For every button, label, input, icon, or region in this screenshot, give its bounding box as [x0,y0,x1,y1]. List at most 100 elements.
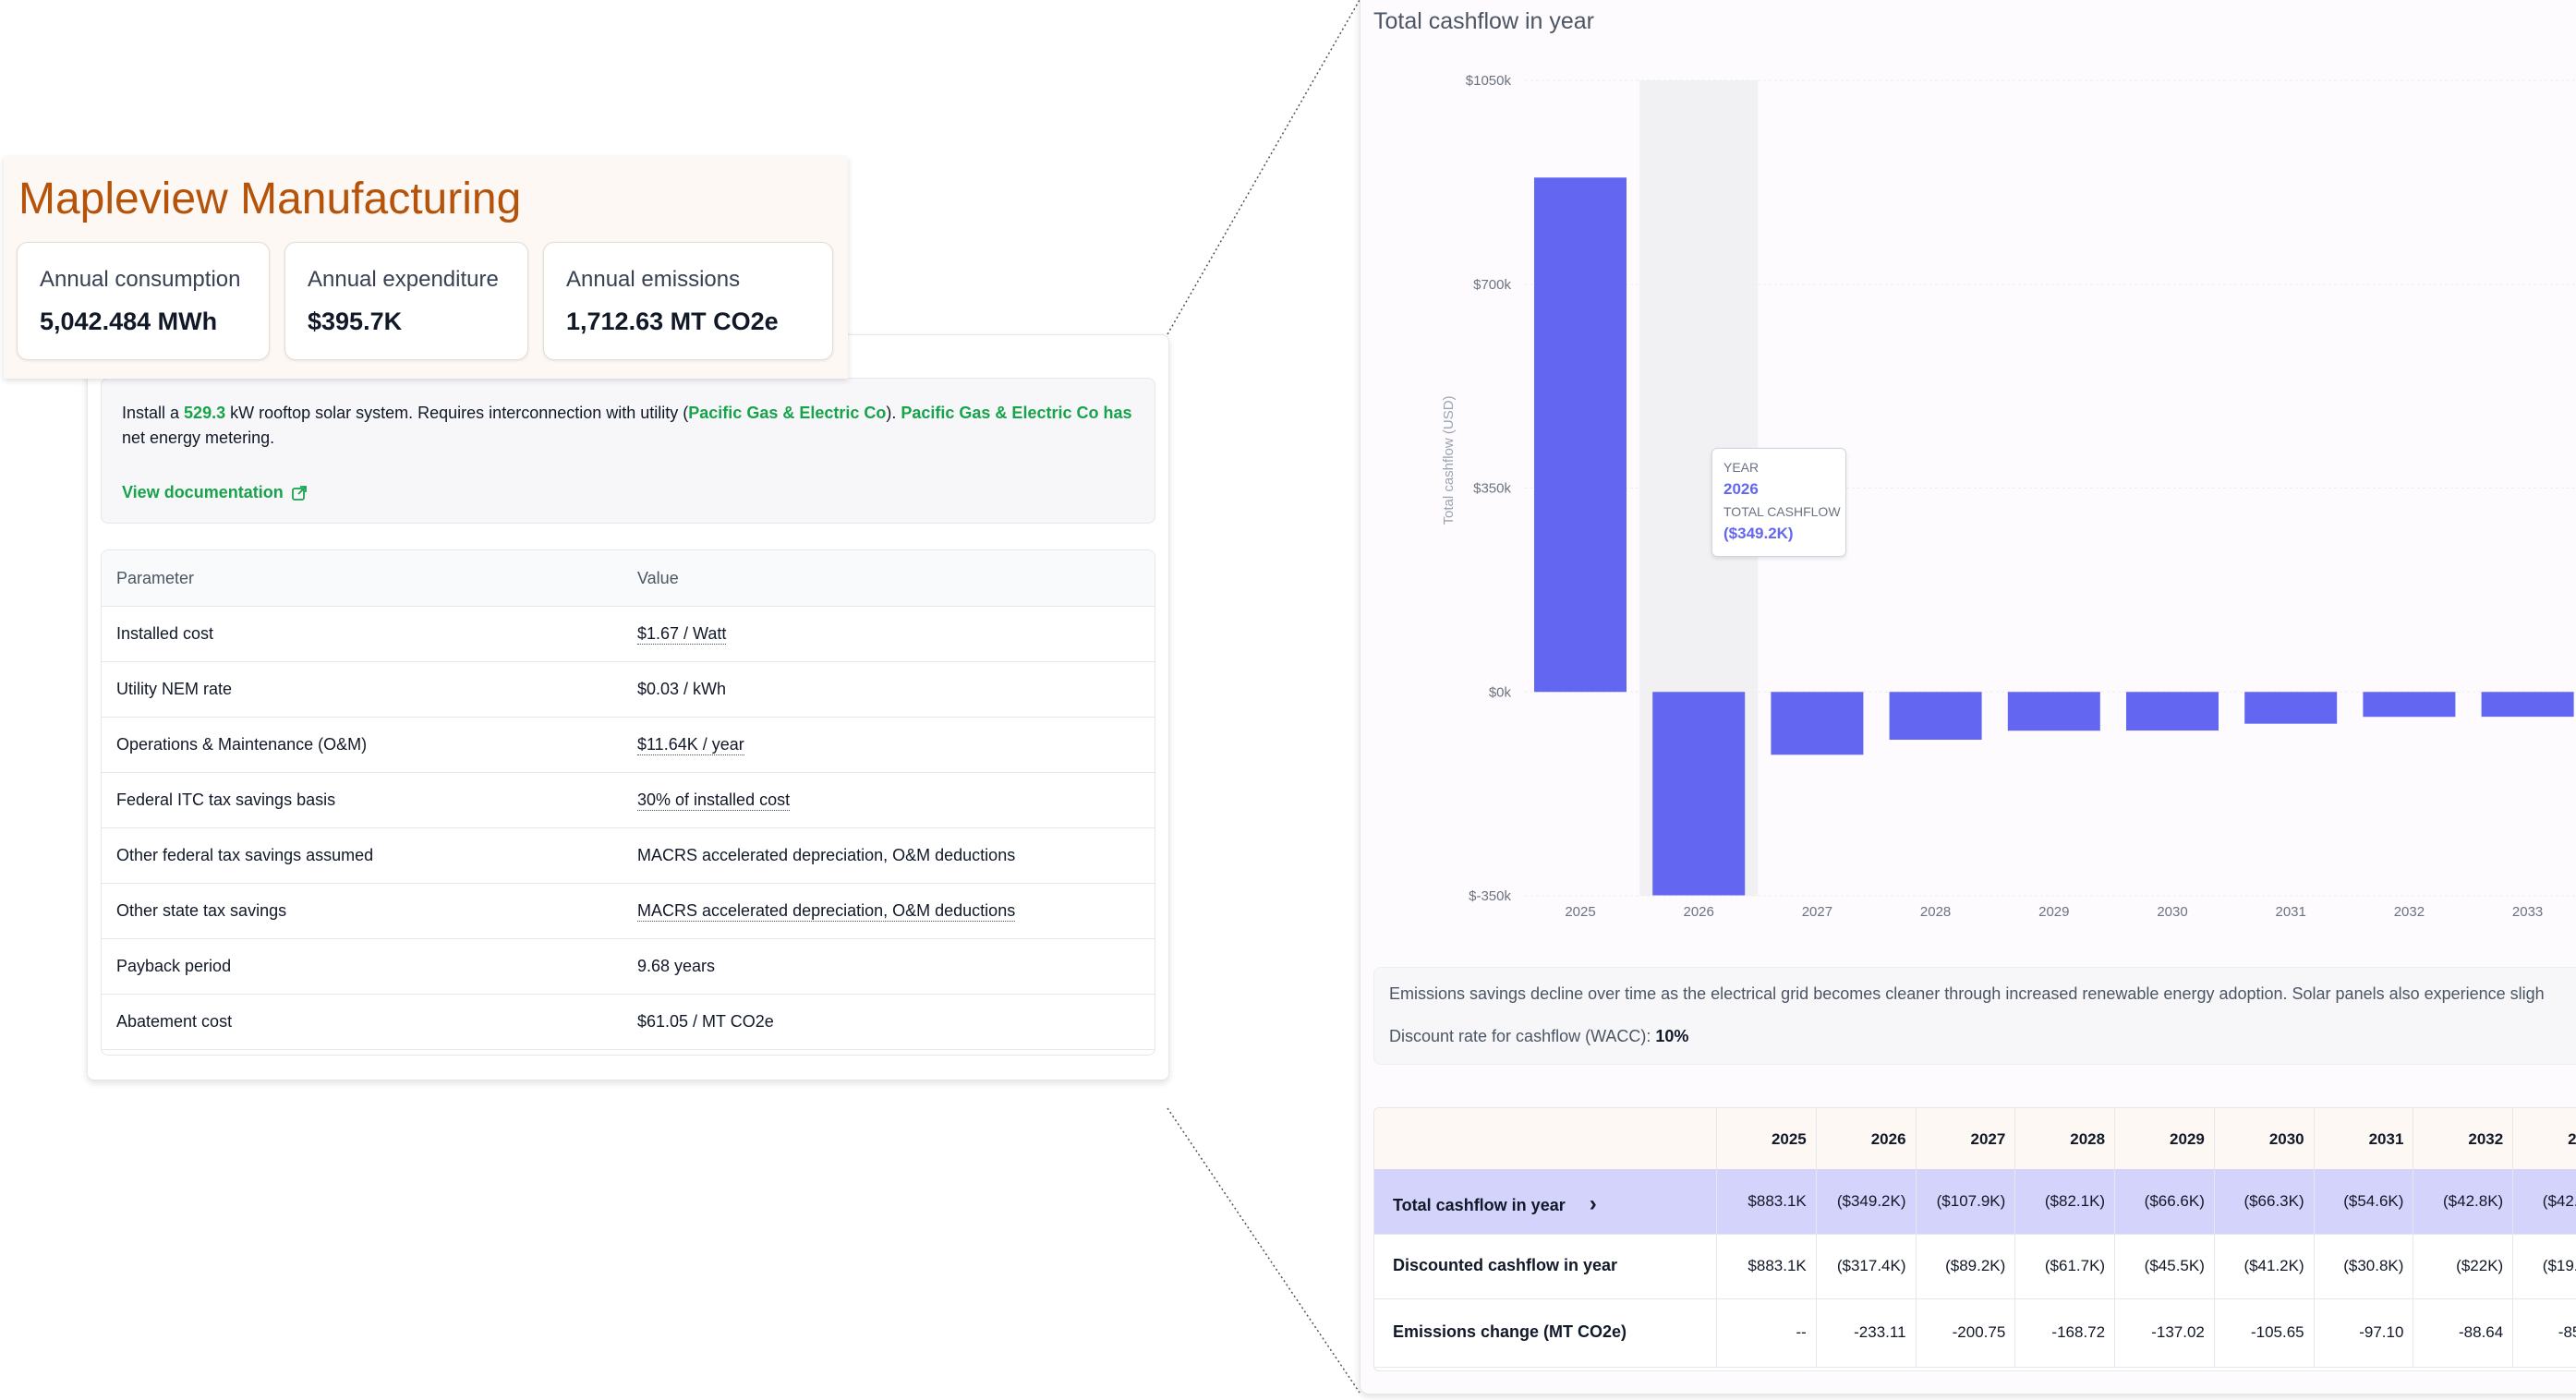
annual-emissions-card: Annual emissions 1,712.63 MT CO2e [543,242,833,360]
cashflow-cell: ($42.8K) [2413,1169,2512,1234]
metric-label: Annual expenditure [308,267,499,292]
x-tick-label: 2028 [1920,904,1951,920]
cashflow-cell-value: ($45.5K) [2144,1257,2205,1274]
cashflow-cell: ($89.2K) [1915,1234,2015,1298]
year-header-label: 2027 [1970,1130,2006,1148]
description-text-mid: kW rooftop solar system. Requires interc… [225,404,689,422]
parameter-name: Utility NEM rate [116,680,233,698]
y-tick-label: $350k [1473,481,1511,497]
chevron-right-icon[interactable]: › [1589,1191,1597,1216]
cashflow-cell: ($30.8K) [2313,1234,2413,1298]
parameter-value: $61.05 / MT CO2e [637,1012,774,1031]
cashflow-cell-value: ($66.6K) [2144,1192,2205,1210]
year-column-header: 2031 [2313,1108,2413,1169]
cashflow-cell: ($42.6K) [2512,1169,2576,1234]
cashflow-cell-value: -- [1796,1323,1807,1341]
y-tick-label: $1050k [1466,73,1512,89]
annual-consumption-card: Annual consumption 5,042.484 MWh [17,242,270,360]
view-documentation-label: View documentation [122,483,284,501]
cashflow-cell: -200.75 [1915,1298,2015,1367]
cashflow-cell: ($66.3K) [2213,1169,2314,1234]
cashflow-cell-value: ($66.3K) [2243,1192,2304,1210]
view-documentation-link[interactable]: View documentation [122,480,308,505]
parameter-row: Payback period 9.68 years [102,938,1155,995]
cashflow-cell: ($41.2K) [2213,1234,2314,1298]
cashflow-bar [1889,692,1982,741]
annual-expenditure-card: Annual expenditure $395.7K [284,242,528,360]
year-column-header: 2025 [1716,1108,1816,1169]
wacc-note: Discount rate for cashflow (WACC): 10% [1389,1027,1688,1046]
cashflow-table-row[interactable]: Total cashflow in year › $883.1K ($349.2K) (… [1374,1169,2576,1235]
cashflow-cell-value: -233.11 [1854,1323,1906,1341]
row-label: Total cashflow in year › [1393,1191,1597,1217]
year-header-label: 2029 [2170,1130,2205,1148]
cashflow-cell-value: ($82.1K) [2044,1192,2106,1210]
cashflow-bar [1534,177,1627,693]
cashflow-bar [2126,692,2219,731]
company-summary-card: Mapleview Manufacturing Annual consumpti… [4,157,848,379]
row-label-text: Discounted cashflow in year [1393,1256,1618,1274]
chart-title: Total cashflow in year [1373,8,1595,34]
cashflow-cell: -168.72 [2014,1298,2114,1367]
cashflow-cell-value: ($42.8K) [2443,1192,2504,1210]
cashflow-cell: ($349.2K) [1815,1169,1916,1234]
year-column-header: 2029 [2114,1108,2214,1169]
cashflow-cell: -137.02 [2114,1298,2214,1367]
solar-project-detail-panel: Install a 529.3 kW rooftop solar system.… [87,334,1169,1080]
year-header-label: 2026 [1870,1130,1906,1148]
wacc-value: 10% [1655,1027,1689,1045]
cashflow-table-row: Emissions change (MT CO2e) -- -233.11 -200.… [1374,1298,2576,1368]
cashflow-cell: ($19.9K) [2512,1234,2576,1298]
metric-label: Annual emissions [566,267,741,292]
cashflow-cell: ($54.6K) [2313,1169,2413,1234]
cashflow-cell: $883.1K [1716,1234,1816,1298]
y-tick-label: $700k [1473,277,1511,293]
parameter-name: Payback period [116,957,232,975]
company-name: Mapleview Manufacturing [18,175,522,223]
parameter-value[interactable]: 30% of installed cost [637,791,791,811]
parameter-row: Installed cost $1.67 / Watt [102,606,1155,662]
cashflow-cell-value: ($22K) [2456,1257,2504,1274]
cashflow-table-row: Discounted cashflow in year $883.1K ($317.… [1374,1234,2576,1299]
metric-value: 1,712.63 MT CO2e [566,308,779,335]
metric-label: Annual consumption [40,267,241,292]
parameter-row: Other federal tax savings assumed MACRS a… [102,827,1155,884]
cashflow-panel: Total cashflow in year $-350k $0k $350k $70… [1360,0,2576,1394]
parameter-value: 9.68 years [637,957,716,975]
cashflow-cell-value: ($42.6K) [2542,1192,2576,1210]
parameter-value[interactable]: $1.67 / Watt [637,624,727,645]
cashflow-cell-value: ($107.9K) [1936,1192,2006,1210]
parameter-value[interactable]: $11.64K / year [637,735,744,755]
year-header-label: 2032 [2468,1130,2504,1148]
cashflow-cell-value: ($41.2K) [2243,1257,2304,1274]
cashflow-bar-chart: $-350k $0k $350k $700k $1050k Total cashflow … [1441,73,2576,920]
year-column-header: 2027 [1915,1108,2015,1169]
x-tick-label: 2029 [2038,904,2069,920]
cashflow-cell: -- [1716,1298,1816,1367]
year-column-header: 2026 [1815,1108,1916,1169]
parameter-name: Abatement cost [116,1012,233,1031]
cashflow-cell: -233.11 [1815,1298,1916,1367]
parameter-value[interactable]: MACRS accelerated depreciation, O&M dedu… [637,901,1016,922]
row-label: Emissions change (MT CO2e) [1393,1322,1627,1342]
parameter-row: Other state tax savings MACRS accelerated… [102,883,1155,939]
x-tick-label: 2032 [2394,904,2425,920]
parameter-column-header: Parameter [116,569,195,587]
y-axis-label: Total cashflow (USD) [1441,395,1457,525]
parameter-row: Utility NEM rate $0.03 / kWh [102,661,1155,718]
y-tick-label: $0k [1489,684,1512,700]
parameter-name: Installed cost [116,624,214,643]
row-label-text: Total cashflow in year [1393,1196,1566,1214]
parameter-row: Operations & Maintenance (O&M) $11.64K / … [102,717,1155,773]
x-tick-label: 2030 [2157,904,2187,920]
cashflow-cell-value: $883.1K [1748,1192,1807,1210]
parameter-name: Federal ITC tax savings basis [116,791,336,809]
cashflow-bar [2363,692,2456,718]
year-header-label: 2033 [2568,1130,2576,1148]
parameter-name: Other federal tax savings assumed [116,846,374,864]
tooltip-cashflow-value: ($349.2K) [1723,525,1794,542]
cashflow-cell: -85.12 [2512,1298,2576,1367]
cashflow-cell-value: -137.02 [2151,1323,2205,1341]
year-column-header: 2030 [2213,1108,2314,1169]
cashflow-cell: ($66.6K) [2114,1169,2214,1234]
